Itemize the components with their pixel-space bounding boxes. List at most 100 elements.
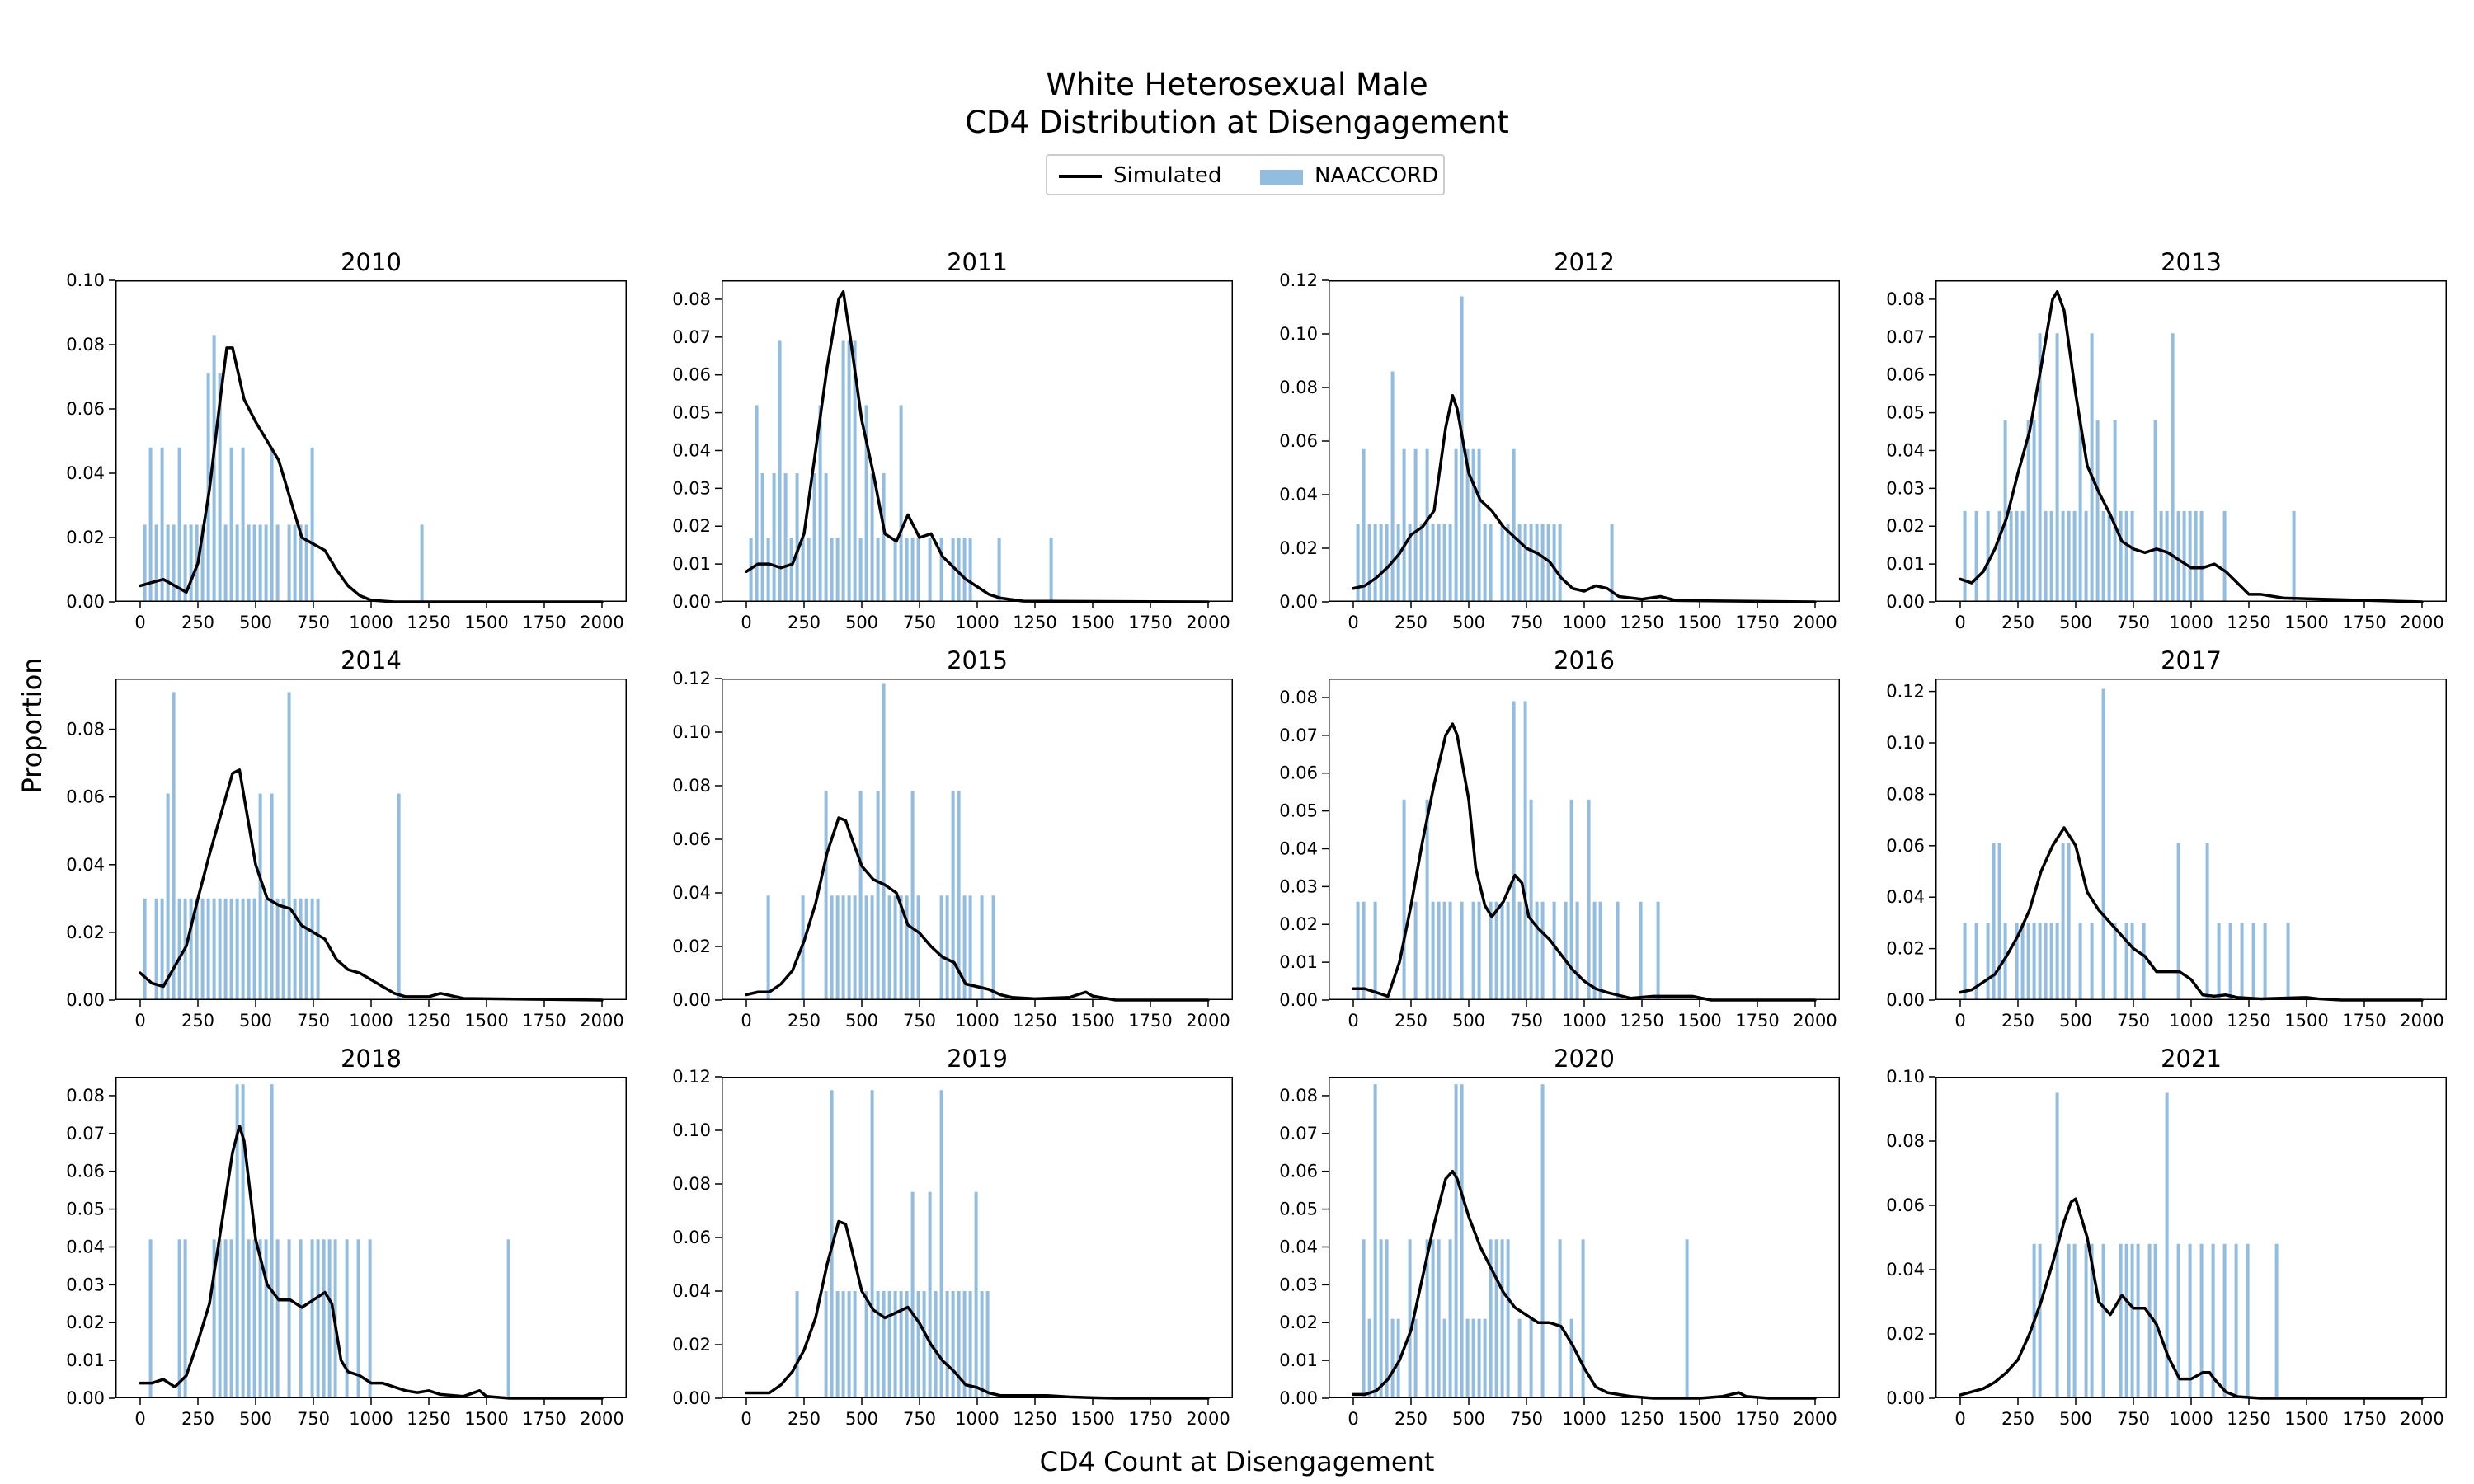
x-tick-label: 2000 <box>1793 1409 1837 1429</box>
y-tick-label: 0.08 <box>66 1086 105 1106</box>
x-tick-label: 500 <box>1452 1409 1485 1429</box>
bar <box>143 898 147 1000</box>
bar <box>1535 524 1539 602</box>
y-tick-label: 0.08 <box>1279 688 1318 707</box>
bar <box>1552 524 1556 602</box>
bar <box>1425 1239 1429 1398</box>
bars-2021 <box>2032 1092 2279 1398</box>
bar <box>172 524 176 602</box>
bar <box>241 898 245 1000</box>
bar <box>783 473 788 602</box>
bar <box>223 898 228 1000</box>
bar <box>1500 901 1504 1000</box>
bar <box>218 373 222 602</box>
x-tick-label: 0 <box>741 613 751 632</box>
simulated-line <box>139 346 604 603</box>
bar <box>2119 510 2123 602</box>
bar <box>183 1239 187 1398</box>
bar <box>1448 1239 1452 1398</box>
bar <box>847 340 851 602</box>
y-tick-label: 0.10 <box>1886 1067 1925 1087</box>
bar <box>2038 1243 2042 1398</box>
bar <box>2113 420 2117 602</box>
y-tick-label: 0.06 <box>66 1162 105 1181</box>
y-tick-label: 0.10 <box>672 722 711 742</box>
y-tick-label: 0.04 <box>1886 1260 1925 1280</box>
bar <box>899 1291 903 1398</box>
bar <box>2176 843 2180 1000</box>
bar <box>916 538 920 602</box>
y-tick-label: 0.06 <box>672 829 711 849</box>
bar <box>1425 799 1429 1000</box>
x-tick-label: 1500 <box>464 1409 508 1429</box>
bar <box>2084 1243 2088 1398</box>
bar <box>1569 799 1573 1000</box>
x-tick-label: 1250 <box>1013 613 1056 632</box>
bar <box>1540 524 1545 602</box>
bar <box>368 1239 372 1398</box>
x-tick-label: 250 <box>2001 1409 2034 1429</box>
simulated-line <box>1352 722 1817 1002</box>
bar <box>847 895 851 1000</box>
bar <box>1639 901 1643 1000</box>
bar <box>218 898 222 1000</box>
bar <box>2015 923 2019 1000</box>
bar <box>1477 1318 1481 1398</box>
y-tick-label: 0.04 <box>672 1281 711 1301</box>
y-tick-label: 0.04 <box>1279 485 1318 505</box>
x-tick-label: 1750 <box>1735 1011 1779 1031</box>
bar <box>980 895 984 1000</box>
x-tick-label: 0 <box>1954 1409 1965 1429</box>
bar <box>1997 510 2001 602</box>
bar <box>968 895 972 1000</box>
y-tick-label: 0.01 <box>1279 1350 1318 1370</box>
bar <box>997 538 1001 602</box>
subplot-2020: 0 250 500 750 1000 1250 1500 1750 2000 0.00 0.01 0.… <box>1279 1045 1840 1429</box>
bar <box>275 524 280 602</box>
x-tick-label: 1750 <box>1735 613 1779 632</box>
bar <box>2124 1243 2128 1398</box>
bar <box>864 895 868 1000</box>
y-tick-label: 0.02 <box>1279 1313 1318 1332</box>
bars-2016 <box>1356 701 1660 1000</box>
y-tick-label: 0.04 <box>1279 1237 1318 1256</box>
bar <box>2049 510 2053 602</box>
bar <box>899 405 903 602</box>
y-tick-label: 0.06 <box>1279 763 1318 783</box>
subplot-title: 2010 <box>341 248 402 276</box>
bar <box>1431 901 1435 1000</box>
x-tick-label: 250 <box>788 1011 821 1031</box>
bar <box>316 1239 320 1398</box>
bar <box>939 1090 943 1398</box>
x-tick-label: 1500 <box>1070 1011 1114 1031</box>
x-tick-label: 250 <box>788 1409 821 1429</box>
bar <box>189 524 193 602</box>
bar <box>985 1291 990 1398</box>
bar <box>258 793 262 1000</box>
bar <box>1506 1239 1510 1398</box>
x-tick-label: 0 <box>134 1409 145 1429</box>
bar <box>1460 901 1464 1000</box>
bar <box>1448 901 1452 1000</box>
bars-2019 <box>795 1090 990 1398</box>
bar <box>148 447 153 602</box>
bar <box>1408 1239 1412 1398</box>
bar <box>420 524 424 602</box>
bar <box>287 524 291 602</box>
bar <box>887 1291 891 1398</box>
bar <box>160 447 164 602</box>
bar <box>1367 1318 1371 1398</box>
bar <box>316 898 320 1000</box>
x-tick-label: 1250 <box>1620 1011 1663 1031</box>
simulated-line <box>1959 826 2424 1002</box>
bar <box>830 895 834 1000</box>
bar <box>2084 510 2088 602</box>
bar <box>2061 843 2065 1000</box>
bar <box>2251 923 2255 1000</box>
bar <box>2153 420 2157 602</box>
subplot-2017: 0 250 500 750 1000 1250 1500 1750 2000 0.00 0.02 0.… <box>1886 646 2447 1031</box>
bar <box>824 473 828 602</box>
y-tick-label: 0.10 <box>1886 733 1925 753</box>
bar <box>2003 420 2007 602</box>
bar <box>1460 296 1464 602</box>
